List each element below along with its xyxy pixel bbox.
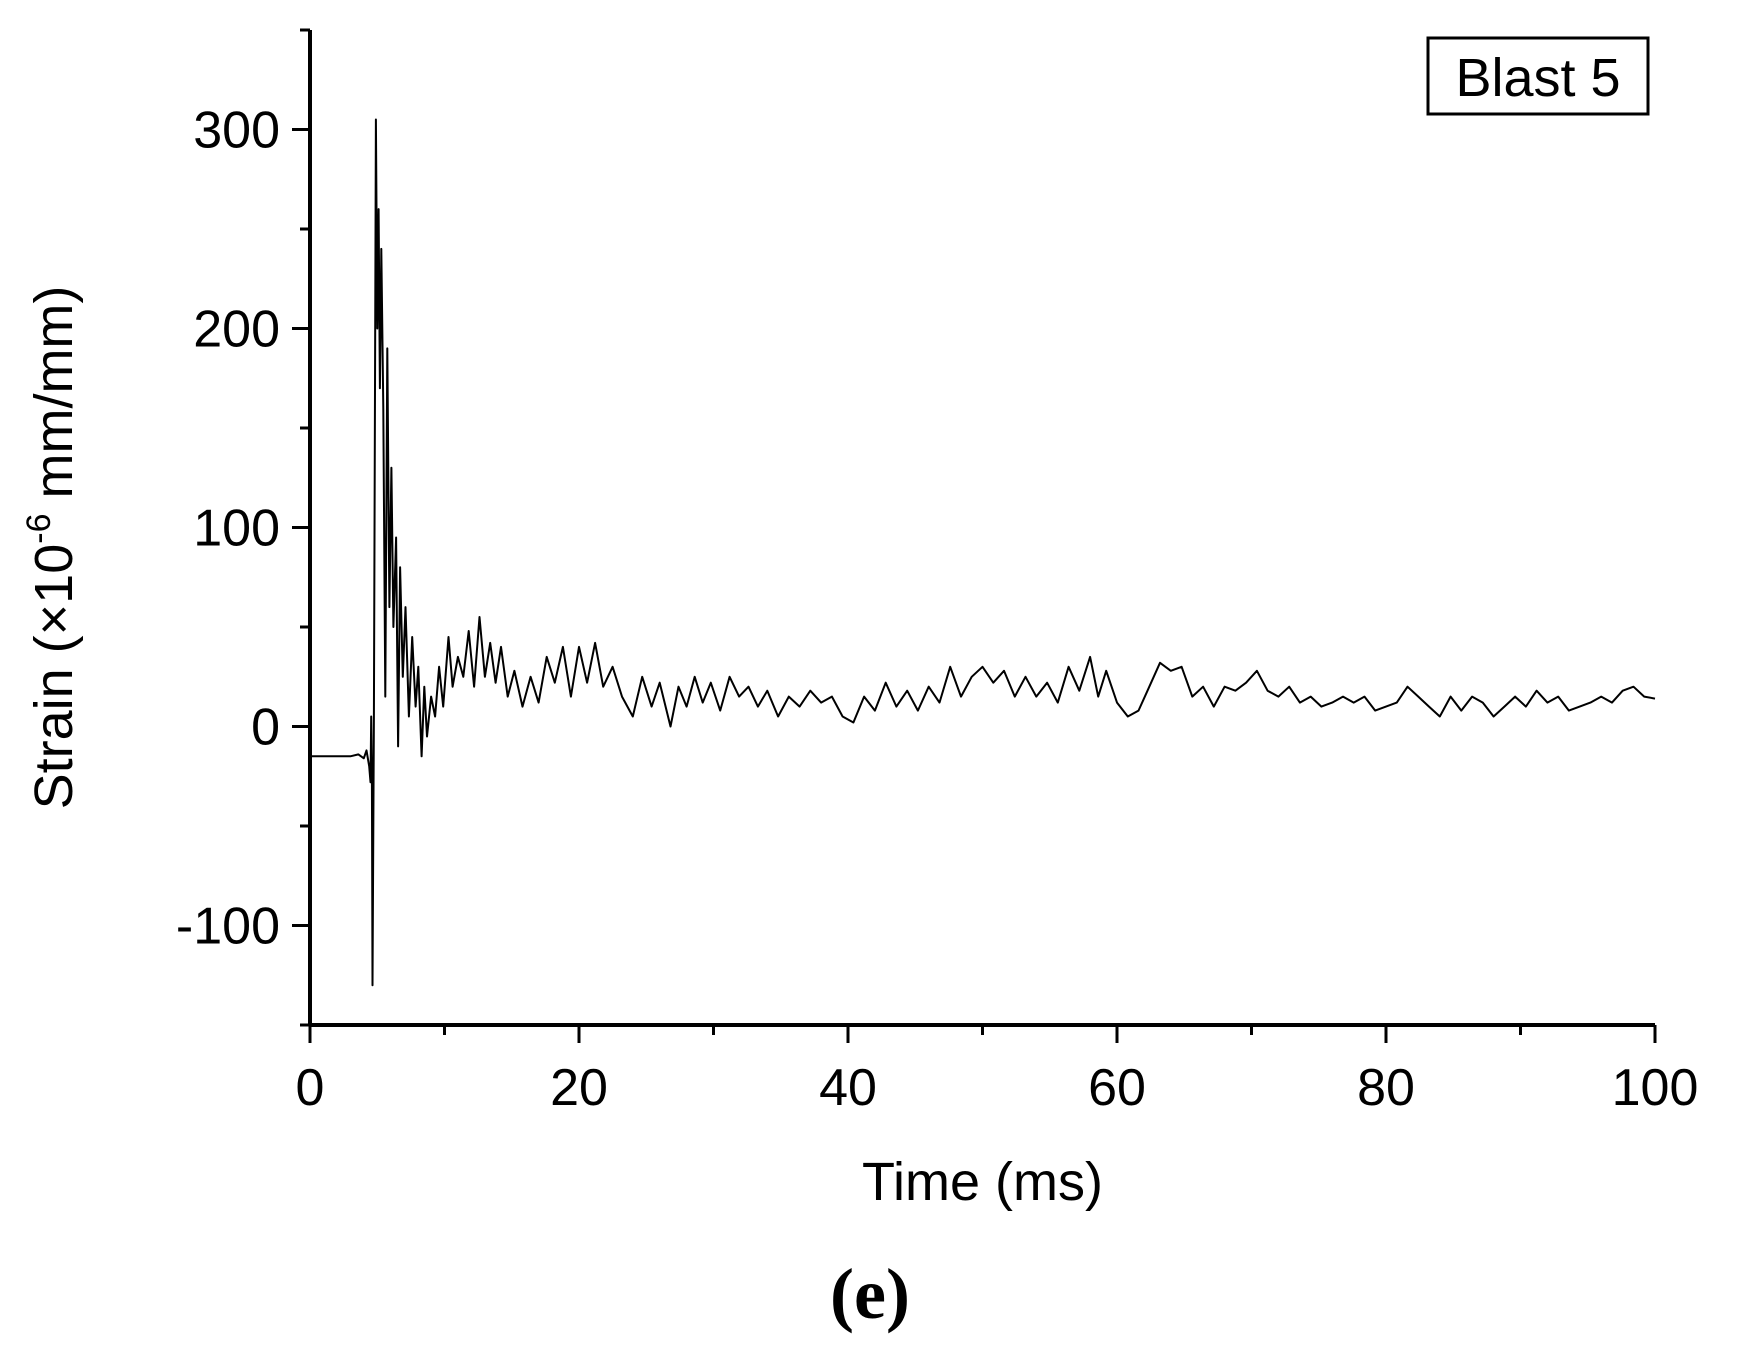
legend: Blast 5 (1426, 36, 1650, 116)
x-tick-label: 0 (296, 1059, 325, 1117)
panel-label: (e) (830, 1254, 910, 1334)
y-axis-title: Strain (×10-6 mm/mm) (20, 286, 84, 810)
y-tick-label: -100 (176, 898, 280, 956)
x-tick-label: 80 (1357, 1059, 1415, 1117)
x-axis-title: Time (ms) (862, 1152, 1103, 1212)
series-line-blast-5 (310, 118, 1656, 987)
y-tick-label: 100 (193, 500, 280, 558)
x-tick-label: 20 (550, 1059, 608, 1117)
x-tick-label: 60 (1088, 1059, 1146, 1117)
y-tick-label: 0 (251, 699, 280, 757)
y-tick-label: 300 (193, 102, 280, 160)
legend-box (1426, 36, 1650, 116)
legend-label: Blast 5 (1455, 48, 1620, 108)
y-tick-label: 200 (193, 301, 280, 359)
x-tick-label: 40 (819, 1059, 877, 1117)
y-axis-title-exponent: -6 (20, 514, 58, 544)
y-ticks: -100 0 100 200 300 (176, 28, 310, 1027)
y-axis-title-suffix: mm/mm) (24, 286, 84, 514)
x-ticks: 0 20 40 60 80 100 (296, 1025, 1699, 1117)
axes: 0 20 40 60 80 100 -100 0 100 200 300 (176, 28, 1699, 1117)
y-axis-title-prefix: Strain (×10 (24, 544, 84, 810)
x-tick-label: 100 (1612, 1059, 1699, 1117)
